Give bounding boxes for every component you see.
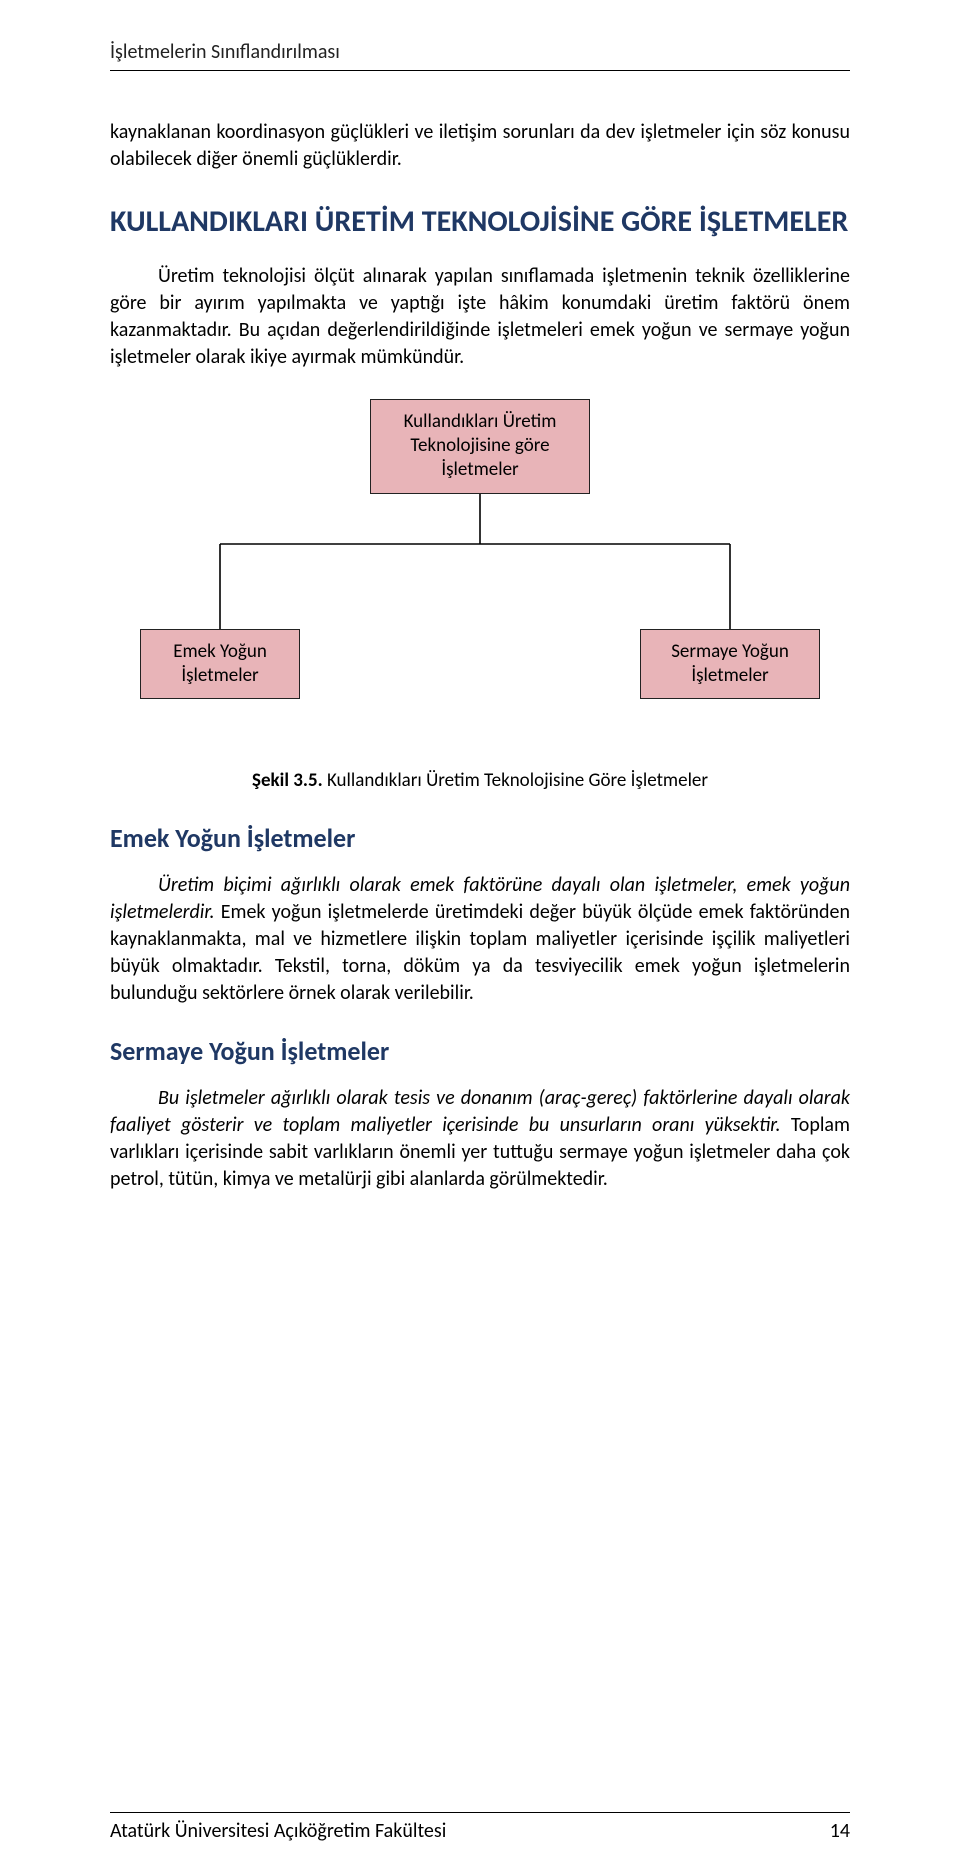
- diagram-left-node: Emek Yoğun İşletmeler: [140, 629, 300, 699]
- footer-left: Atatürk Üniversitesi Açıköğretim Fakülte…: [110, 1819, 446, 1843]
- diagram-root-label: Kullandıkları Üretim Teknolojisine göre …: [385, 410, 575, 481]
- figure-caption: Şekil 3.5. Kullandıkları Üretim Teknoloj…: [110, 769, 850, 792]
- diagram-right-node: Sermaye Yoğun İşletmeler: [640, 629, 820, 699]
- caption-bold: Şekil 3.5.: [252, 769, 323, 792]
- page-header-title: İşletmelerin Sınıflandırılması: [110, 40, 340, 64]
- main-heading: KULLANDIKLARI ÜRETİM TEKNOLOJİSİNE GÖRE …: [110, 203, 850, 241]
- diagram-root-node: Kullandıkları Üretim Teknolojisine göre …: [370, 399, 590, 494]
- section1-paragraph: Üretim biçimi ağırlıklı olarak emek fakt…: [110, 872, 850, 1007]
- diagram-right-label: Sermaye Yoğun İşletmeler: [655, 640, 805, 688]
- document-page: İşletmelerin Sınıflandırılması kaynaklan…: [0, 0, 960, 1873]
- section1-rest: Emek yoğun işletmelerde üretimdeki değer…: [110, 900, 850, 1005]
- section1-heading: Emek Yoğun İşletmeler: [110, 822, 850, 854]
- main-paragraph: Üretim teknolojisi ölçüt alınarak yapıla…: [110, 263, 850, 371]
- diagram-left-label: Emek Yoğun İşletmeler: [155, 640, 285, 688]
- footer-page-number: 14: [830, 1819, 850, 1843]
- page-header: İşletmelerin Sınıflandırılması: [110, 40, 850, 71]
- section2-heading: Sermaye Yoğun İşletmeler: [110, 1035, 850, 1067]
- intro-paragraph: kaynaklanan koordinasyon güçlükleri ve i…: [110, 119, 850, 173]
- diagram-container: Kullandıkları Üretim Teknolojisine göre …: [110, 399, 850, 699]
- tree-diagram: Kullandıkları Üretim Teknolojisine göre …: [140, 399, 820, 699]
- section2-paragraph: Bu işletmeler ağırlıklı olarak tesis ve …: [110, 1085, 850, 1193]
- caption-rest: Kullandıkları Üretim Teknolojisine Göre …: [323, 769, 708, 792]
- page-footer: Atatürk Üniversitesi Açıköğretim Fakülte…: [110, 1812, 850, 1843]
- section2-italic-lead: Bu işletmeler ağırlıklı olarak tesis ve …: [110, 1086, 850, 1137]
